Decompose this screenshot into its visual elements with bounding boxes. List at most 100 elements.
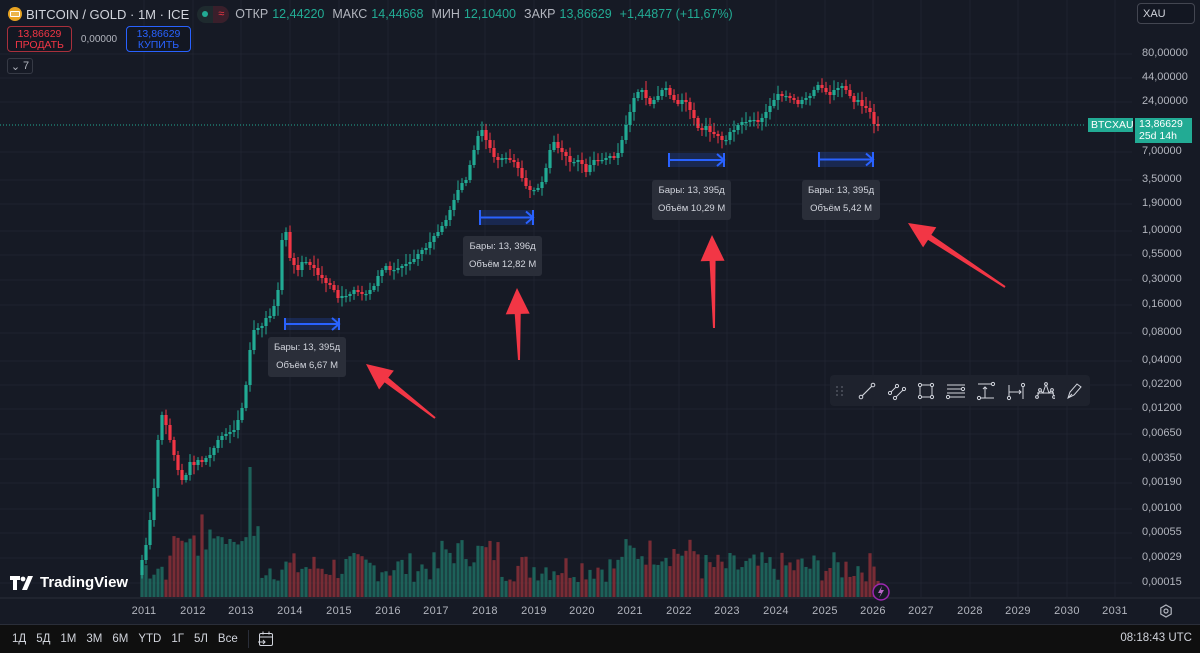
candle-body: [500, 158, 504, 160]
candle-body: [420, 250, 424, 254]
candle-body: [292, 258, 296, 265]
candle-body: [152, 488, 156, 520]
candle-body: [284, 232, 288, 240]
range-ytd-button[interactable]: YTD: [138, 633, 162, 645]
candle-body: [616, 153, 620, 158]
price-tick-label: 0,00190: [1142, 476, 1182, 488]
volume-bar: [496, 542, 500, 597]
low-value: 12,10400: [463, 7, 517, 21]
price-tick-label: 0,00029: [1142, 551, 1182, 563]
volume-bar: [444, 549, 448, 597]
volume-bar: [680, 555, 684, 597]
price-tick-label: 0,00650: [1142, 427, 1182, 439]
candle-body: [868, 108, 872, 112]
price-range-tool[interactable]: [971, 378, 1001, 404]
volume-bar: [508, 579, 512, 597]
brush-tool[interactable]: [1060, 378, 1090, 404]
volume-bar: [856, 566, 860, 597]
candle-body: [552, 142, 556, 150]
volume-bar: [492, 560, 496, 597]
volume-bar: [308, 568, 312, 597]
date-range-tool[interactable]: [1001, 378, 1031, 404]
chart-pane[interactable]: BITCOIN / GOLD · 1M · ICE ≈ ОТКР 12,44220…: [0, 0, 1200, 624]
trend-line-tool[interactable]: [852, 378, 882, 404]
go-to-date-icon[interactable]: [257, 630, 275, 648]
brush-icon: [1067, 382, 1082, 399]
candle-body: [736, 125, 740, 130]
candle-body: [400, 266, 404, 268]
fib-retracement-icon: [946, 384, 966, 399]
volume-bar: [300, 568, 304, 597]
trend-line-icon: [858, 382, 876, 399]
year-tick-label: 2012: [180, 605, 206, 617]
parallel-channel-tool[interactable]: [882, 378, 912, 404]
candle-body: [176, 455, 180, 470]
candle-body: [484, 130, 488, 140]
tradingview-logo-icon: [10, 575, 33, 590]
chart-canvas[interactable]: [0, 0, 1200, 624]
candle-body: [648, 98, 652, 104]
range-6m-button[interactable]: 6М: [112, 633, 129, 645]
candle-body: [372, 286, 376, 290]
candle-body: [724, 140, 728, 142]
volume-bar: [860, 572, 864, 597]
range-5y-button[interactable]: 5Л: [193, 633, 208, 645]
candle-body: [276, 290, 280, 306]
annotation-arrow-icon: [505, 288, 530, 361]
volume-bar: [148, 578, 152, 597]
symbol-legend: BITCOIN / GOLD · 1M · ICE ≈ ОТКР 12,44220…: [8, 5, 737, 23]
candle-body: [368, 290, 372, 294]
range-1d-button[interactable]: 1Д: [12, 633, 27, 645]
rectangle-tool[interactable]: [911, 378, 941, 404]
tradingview-logo[interactable]: TradingView: [10, 574, 128, 591]
range-3m-button[interactable]: 3М: [86, 633, 103, 645]
sell-label: ПРОДАТЬ: [15, 39, 64, 51]
range-5d-button[interactable]: 5Д: [36, 633, 51, 645]
symbol-title[interactable]: BITCOIN / GOLD · 1M · ICE: [26, 6, 190, 22]
candle-body: [540, 182, 544, 188]
buy-button[interactable]: 13,86629 КУПИТЬ: [126, 26, 191, 52]
volume-bar: [340, 573, 344, 597]
year-tick-label: 2022: [666, 605, 692, 617]
candle-body: [424, 248, 428, 250]
price-tick-label: 0,00350: [1142, 452, 1182, 464]
volume-bar: [776, 579, 780, 597]
price-tick-label: 0,16000: [1142, 298, 1182, 310]
volume-bar: [468, 566, 472, 597]
drag-handle-icon[interactable]: [836, 383, 846, 399]
volume-bar: [448, 552, 452, 597]
range-1m-button[interactable]: 1М: [60, 633, 77, 645]
volume-bar: [328, 574, 332, 597]
currency-select[interactable]: XAU: [1137, 3, 1195, 24]
candle-body: [680, 100, 684, 104]
utc-clock[interactable]: 08:18:43 UTC: [1120, 632, 1192, 644]
candle-body: [824, 88, 828, 92]
fib-retracement-tool[interactable]: [941, 378, 971, 404]
indicators-toggle-button[interactable]: ⌄ 7: [7, 58, 33, 74]
volume-bar: [600, 569, 604, 597]
volume-bar: [248, 467, 252, 597]
volume-bar: [588, 569, 592, 597]
volume-bar: [400, 559, 404, 597]
market-status[interactable]: ≈: [197, 5, 230, 23]
high-value: 14,44668: [371, 7, 424, 21]
price-tick-label: 0,02200: [1142, 378, 1182, 390]
volume-bar: [852, 575, 856, 597]
volume-bar: [368, 562, 372, 597]
range-1y-button[interactable]: 1Г: [171, 633, 184, 645]
range-all-button[interactable]: Все: [217, 633, 238, 645]
volume-bar: [632, 547, 636, 597]
drawing-toolbar[interactable]: [830, 375, 1090, 406]
volume-bar: [824, 570, 828, 597]
candle-body: [772, 100, 776, 106]
candle-body: [720, 136, 724, 140]
scale-settings-icon[interactable]: [1159, 604, 1173, 618]
candle-body: [840, 86, 844, 88]
candle-body: [828, 92, 832, 95]
candle-body: [308, 262, 312, 265]
sell-button[interactable]: 13,86629 ПРОДАТЬ: [7, 26, 72, 52]
volume-bar: [708, 562, 712, 597]
pattern-tool[interactable]: [1031, 378, 1061, 404]
volume-bar: [172, 536, 176, 597]
candle-body: [268, 316, 272, 318]
